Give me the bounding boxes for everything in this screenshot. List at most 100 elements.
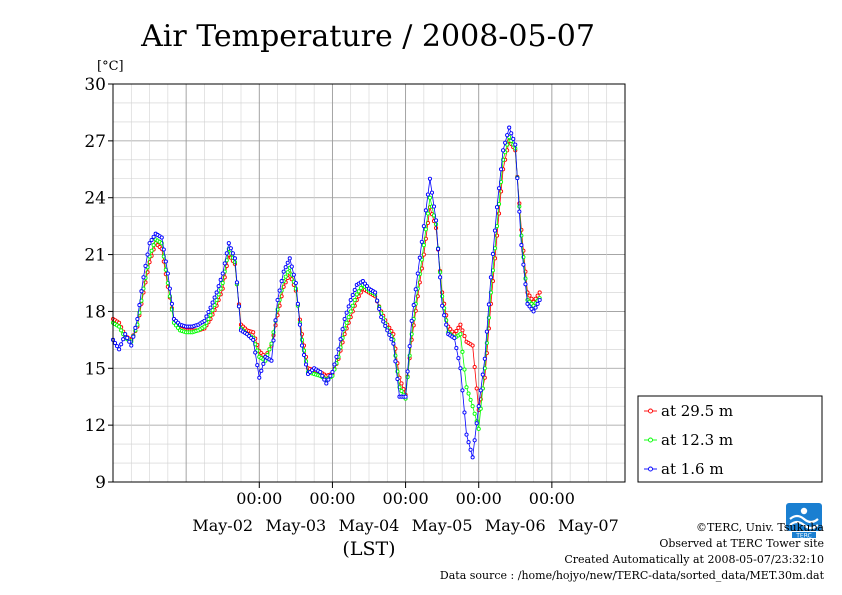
x-time-tick-label: 00:00 [456, 489, 502, 508]
legend-swatch-marker [648, 437, 653, 443]
legend-swatch-marker [648, 466, 653, 472]
data-point [494, 205, 500, 210]
data-point [328, 373, 333, 378]
data-point [277, 288, 282, 293]
data-point [125, 335, 130, 341]
y-tick-label: 30 [84, 75, 106, 95]
y-tick-label: 12 [84, 416, 106, 436]
data-point [482, 356, 487, 361]
data-point [515, 176, 520, 181]
data-point [362, 281, 367, 286]
y-tick-label: 24 [84, 189, 106, 209]
data-point [383, 323, 388, 329]
data-point [121, 337, 126, 342]
data-point [478, 388, 483, 393]
data-point [348, 298, 353, 303]
data-point [165, 271, 170, 276]
data-point [334, 354, 339, 359]
data-point [285, 270, 290, 275]
data-point [342, 316, 347, 322]
data-point [151, 243, 156, 248]
data-point [228, 246, 233, 251]
y-tick-label: 9 [95, 473, 106, 493]
data-point [480, 372, 485, 377]
data-point [303, 362, 309, 367]
data-point [257, 375, 262, 380]
series-layer [110, 125, 542, 460]
data-point [472, 364, 477, 370]
data-point [297, 322, 302, 327]
data-point [232, 256, 237, 261]
data-point [320, 373, 325, 378]
data-point [462, 334, 467, 339]
data-point [175, 325, 181, 330]
data-point [517, 209, 522, 214]
data-point [159, 235, 164, 240]
data-point [478, 406, 483, 411]
legend-label: at 12.3 m [661, 431, 733, 449]
data-point [399, 381, 404, 386]
data-point [352, 287, 357, 292]
data-point [348, 309, 353, 314]
data-point [358, 286, 363, 291]
footer-info: ©TERC, Univ. Tsukuba Observed at TERC To… [440, 520, 824, 584]
data-point [117, 324, 122, 329]
data-point [476, 426, 481, 431]
data-point [169, 301, 174, 306]
data-point [149, 248, 154, 253]
data-point [216, 284, 221, 289]
data-point [425, 192, 430, 197]
data-point [533, 305, 538, 310]
data-point [419, 239, 424, 244]
data-point [283, 274, 288, 279]
observed-text: Observed at TERC Tower site [659, 537, 824, 550]
data-point [251, 330, 256, 335]
data-point [275, 298, 280, 303]
data-point [492, 228, 498, 233]
data-point [299, 337, 305, 342]
data-point [127, 339, 132, 344]
data-point [117, 347, 122, 352]
data-point [330, 370, 335, 375]
data-point [462, 367, 467, 372]
data-point [387, 332, 392, 337]
data-point [212, 303, 217, 308]
data-point [472, 411, 477, 416]
data-point [438, 275, 443, 280]
data-point [226, 241, 231, 246]
x-time-tick-label: 00:00 [383, 489, 429, 508]
data-point [208, 305, 213, 310]
data-point [163, 259, 168, 264]
data-point [458, 332, 463, 337]
data-point [354, 292, 359, 297]
x-date-label: May-07 [558, 516, 619, 535]
data-point [411, 303, 416, 308]
data-point [344, 320, 349, 325]
legend-label: at 1.6 m [661, 460, 724, 478]
data-point [224, 251, 229, 256]
data-point [417, 255, 422, 260]
data-point [474, 421, 479, 426]
data-point [259, 368, 264, 373]
data-point [407, 344, 412, 349]
data-point [261, 361, 266, 366]
data-point [234, 280, 239, 285]
y-tick-label: 27 [84, 132, 106, 152]
data-point [458, 366, 463, 371]
x-date-label: May-05 [412, 516, 473, 535]
data-point [537, 298, 542, 303]
data-point [346, 315, 351, 320]
series-line [112, 139, 541, 411]
data-point [462, 410, 467, 415]
source-text: Data source : /home/hojyo/new/TERC-data/… [439, 569, 824, 582]
data-point [206, 310, 211, 315]
created-text: Created Automatically at 2008-05-07/23:3… [564, 553, 824, 566]
data-point [535, 301, 540, 306]
data-point [133, 325, 138, 330]
data-point [271, 338, 276, 343]
data-point [423, 208, 428, 213]
data-point [391, 341, 396, 346]
y-axis-ticks: 9 12 15 18 21 24 27 30 [84, 75, 113, 493]
data-point [356, 289, 361, 294]
data-point [360, 279, 365, 284]
